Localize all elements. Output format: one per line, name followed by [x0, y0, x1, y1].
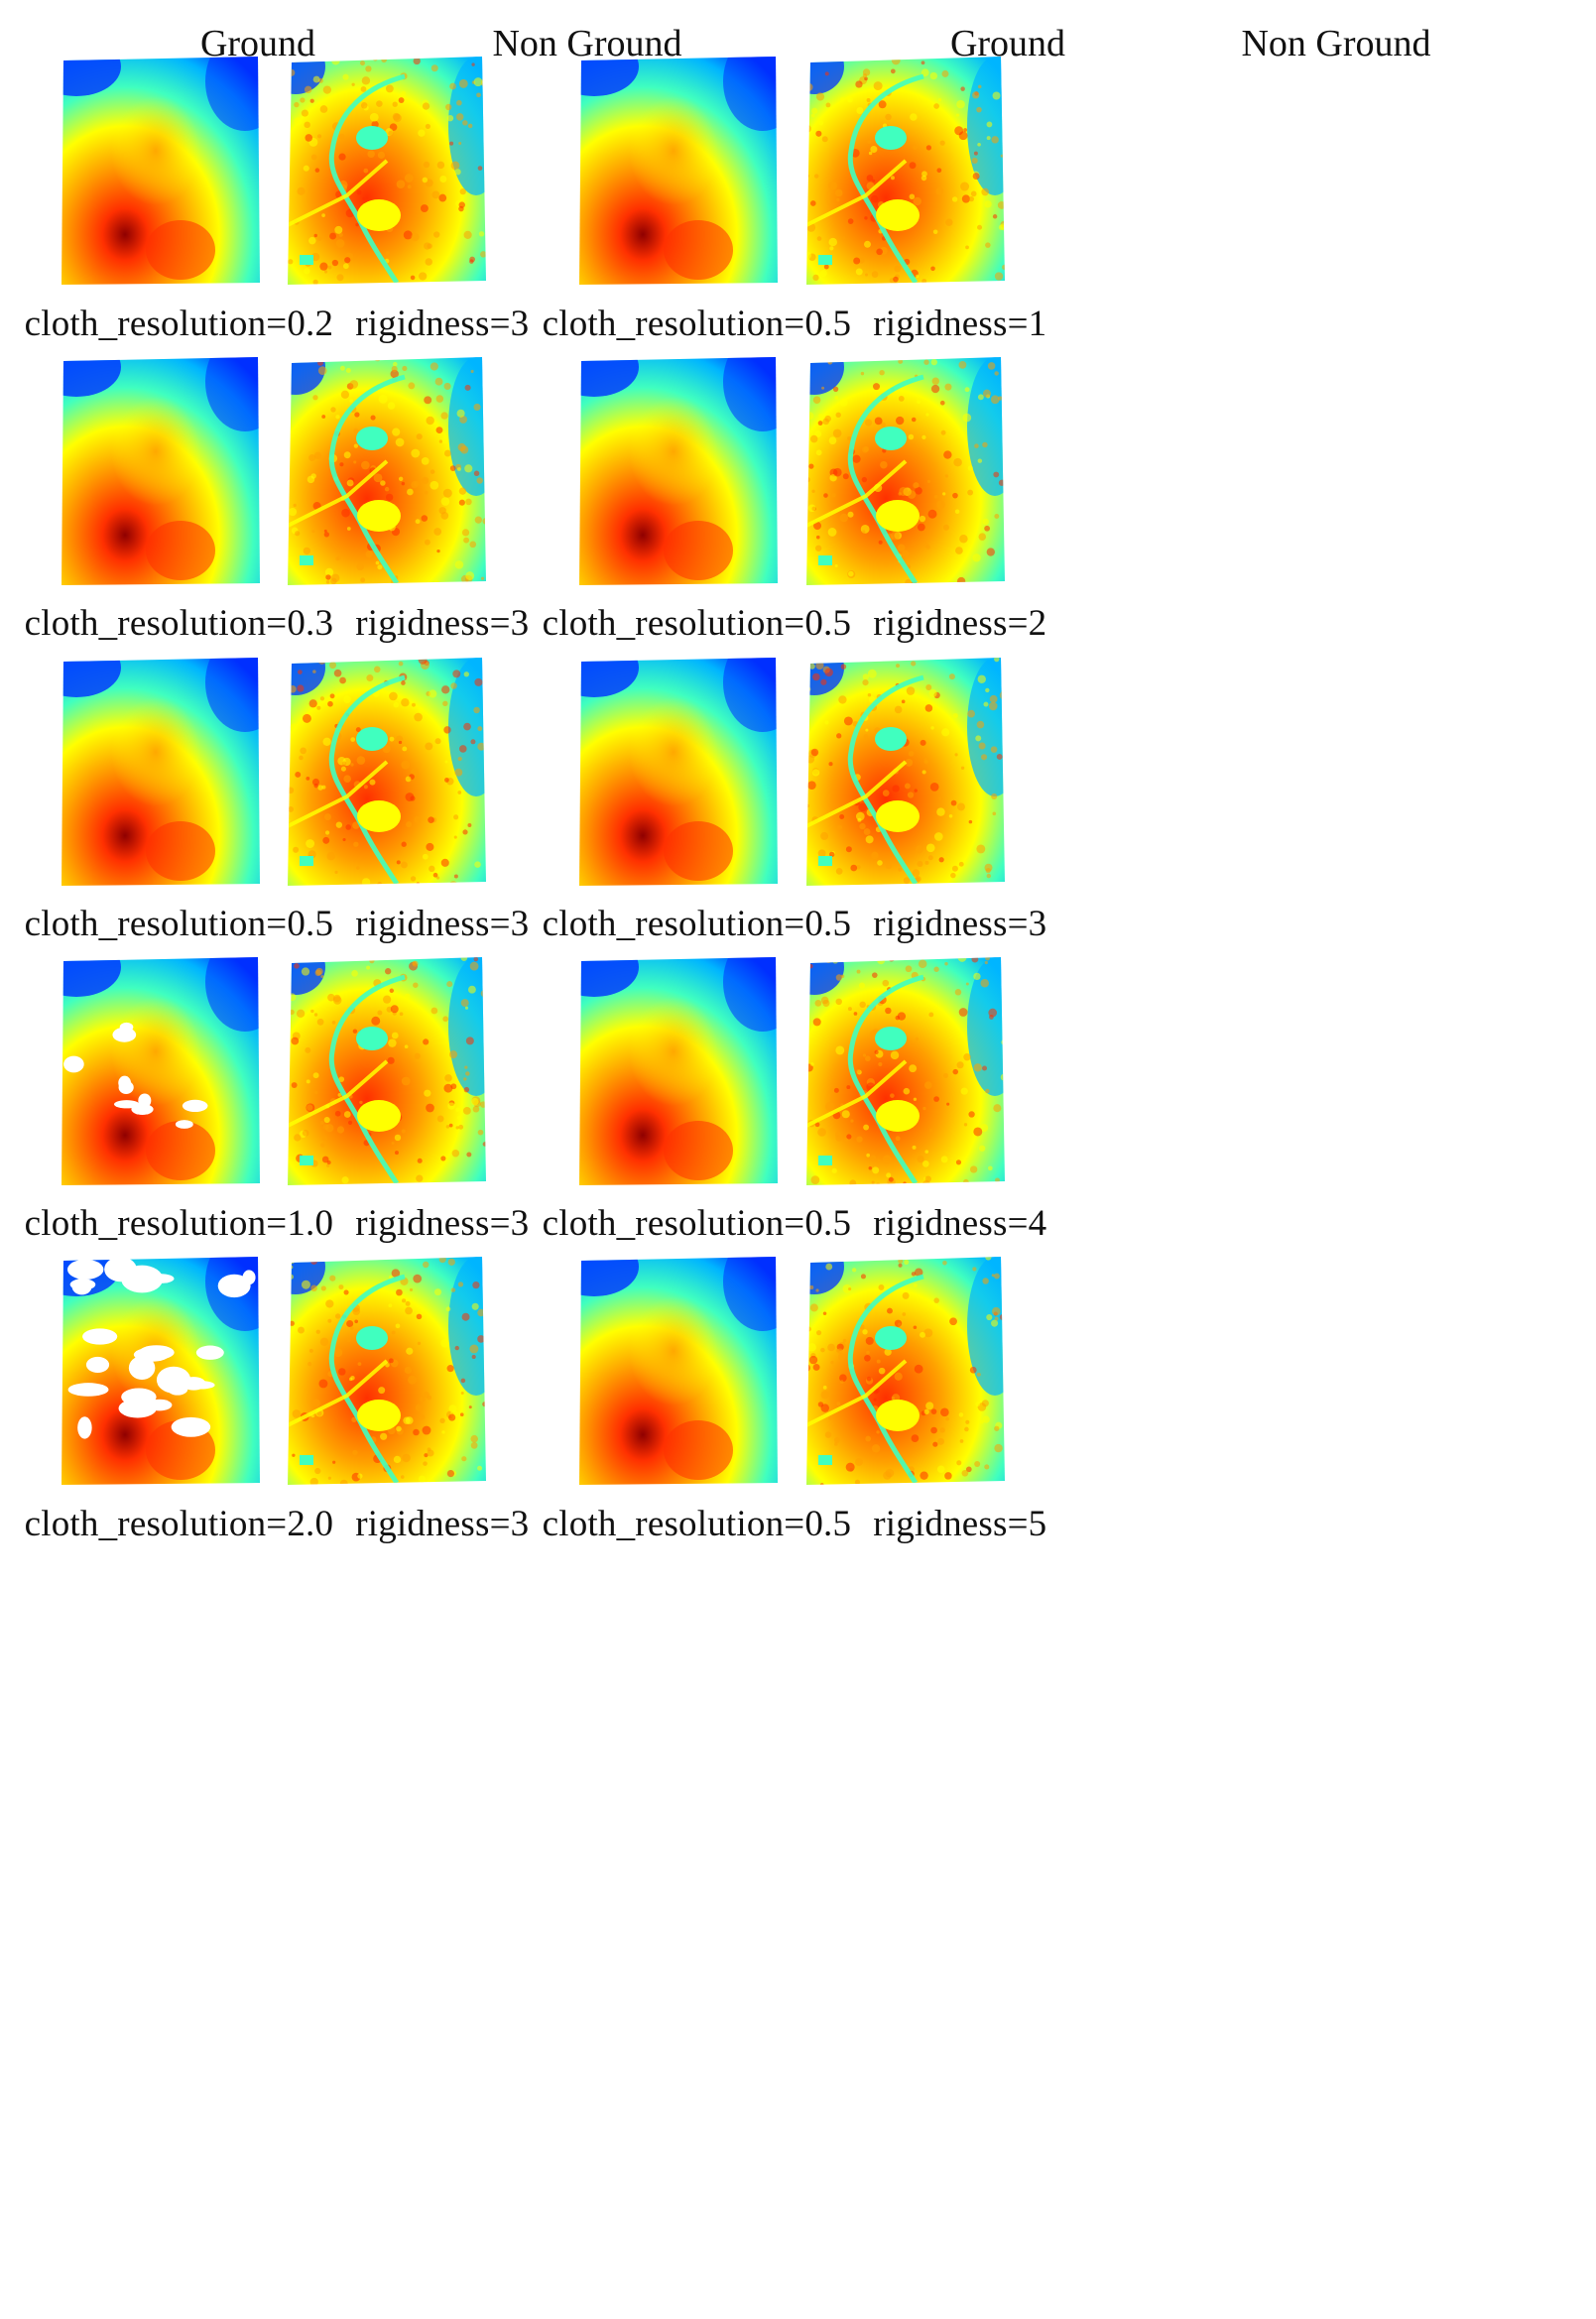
panel-caption: cloth_resolution=0.5 rigidness=4: [543, 1202, 1047, 1245]
cloth-resolution-label: cloth_resolution=2.0: [24, 1504, 334, 1544]
ground-gap-region: [67, 1256, 256, 1439]
non-ground-panel: [288, 357, 486, 585]
rigidness-label: rigidness=5: [873, 1504, 1047, 1544]
panel-caption: cloth_resolution=0.5 rigidness=5: [543, 1503, 1047, 1545]
ground-panel: [579, 658, 778, 886]
panel-caption: cloth_resolution=1.0 rigidness=3: [25, 1202, 530, 1245]
rigidness-label: rigidness=3: [355, 603, 530, 644]
non-ground-panel: [806, 357, 1005, 585]
cloth-resolution-label: cloth_resolution=0.3: [24, 603, 334, 644]
header-left-nonground: Non Ground: [492, 23, 682, 64]
cloth-resolution-label: cloth_resolution=0.5: [24, 904, 334, 944]
rigidness-label: rigidness=3: [355, 904, 530, 944]
ground-panel: [61, 1256, 260, 1485]
non-ground-panel: [288, 57, 486, 285]
ground-panel: [61, 357, 260, 585]
cloth-resolution-label: cloth_resolution=1.0: [24, 1203, 334, 1244]
rigidness-label: rigidness=3: [355, 304, 530, 344]
non-ground-panel: [806, 57, 1005, 285]
panel-caption: cloth_resolution=0.5 rigidness=2: [543, 602, 1047, 645]
ground-gap-region: [63, 1022, 208, 1129]
non-ground-panel: [288, 957, 486, 1185]
non-ground-panel: [288, 658, 486, 886]
cloth-resolution-label: cloth_resolution=0.5: [542, 304, 852, 344]
non-ground-panel: [806, 658, 1005, 886]
rigidness-label: rigidness=4: [873, 1203, 1047, 1244]
ground-panel: [579, 957, 778, 1185]
cloth-resolution-label: cloth_resolution=0.5: [542, 1203, 852, 1244]
rigidness-label: rigidness=2: [873, 603, 1047, 644]
cloth-resolution-label: cloth_resolution=0.5: [542, 1504, 852, 1544]
ground-panel: [579, 57, 778, 285]
ground-panel: [579, 357, 778, 585]
cloth-resolution-label: cloth_resolution=0.5: [542, 603, 852, 644]
cloth-resolution-label: cloth_resolution=0.5: [542, 904, 852, 944]
panel-caption: cloth_resolution=0.5 rigidness=3: [543, 903, 1047, 945]
panel-caption: cloth_resolution=0.5 rigidness=1: [543, 303, 1047, 345]
panel-caption: cloth_resolution=0.2 rigidness=3: [25, 303, 530, 345]
rigidness-label: rigidness=3: [355, 1504, 530, 1544]
ground-panel: [579, 1257, 778, 1485]
panel-caption: cloth_resolution=2.0 rigidness=3: [25, 1503, 530, 1545]
panel-caption: cloth_resolution=0.5 rigidness=3: [25, 903, 530, 945]
panel-caption: cloth_resolution=0.3 rigidness=3: [25, 602, 530, 645]
rigidness-label: rigidness=3: [355, 1203, 530, 1244]
non-ground-panel: [806, 957, 1005, 1185]
non-ground-panel: [806, 1257, 1005, 1485]
cloth-resolution-label: cloth_resolution=0.2: [24, 304, 334, 344]
rigidness-label: rigidness=1: [873, 304, 1047, 344]
ground-panel: [61, 957, 260, 1185]
header-right-nonground: Non Ground: [1241, 23, 1431, 64]
ground-panel: [61, 57, 260, 285]
non-ground-panel: [288, 1257, 486, 1485]
ground-panel: [61, 658, 260, 886]
rigidness-label: rigidness=3: [873, 904, 1047, 944]
